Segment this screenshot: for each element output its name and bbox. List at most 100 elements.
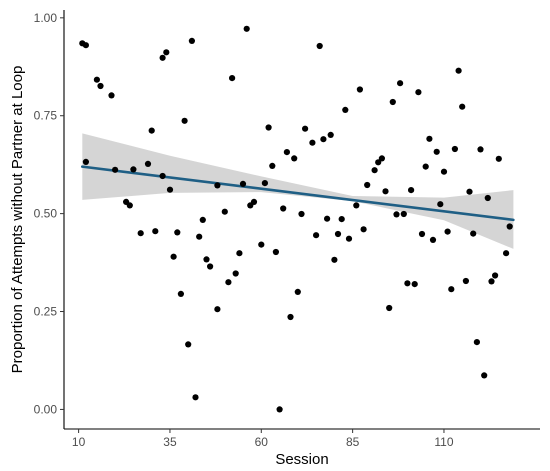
data-point [225, 279, 232, 286]
tick-labels-layer: 10 35 60 85 110 0.00 0.25 0.50 0.75 1.00 [34, 11, 454, 449]
data-point [130, 166, 137, 173]
data-point [229, 75, 236, 82]
data-point [320, 136, 327, 143]
data-point [466, 188, 473, 195]
data-point [93, 76, 100, 83]
data-point [236, 250, 243, 257]
data-point [353, 202, 360, 209]
y-tick-label: 0.75 [34, 109, 58, 123]
data-point [108, 92, 115, 99]
data-point [437, 201, 444, 208]
data-point [294, 288, 301, 295]
data-point [338, 216, 345, 223]
data-point [415, 89, 422, 96]
data-point [214, 306, 221, 313]
data-point [272, 248, 279, 256]
data-point [196, 233, 203, 240]
data-point [345, 235, 353, 242]
data-point [276, 406, 283, 413]
data-point [473, 339, 480, 346]
data-point [258, 241, 265, 248]
data-point [429, 236, 437, 243]
data-point [393, 211, 400, 218]
data-point [137, 230, 144, 237]
data-point [455, 67, 462, 74]
data-point [203, 256, 210, 263]
data-point [408, 187, 415, 194]
y-tick-label: 0.50 [34, 207, 58, 221]
data-point [448, 286, 455, 293]
x-tick-label: 85 [346, 435, 360, 449]
data-point [298, 210, 305, 218]
data-point [221, 208, 228, 215]
data-point [214, 182, 221, 189]
data-point [126, 202, 133, 209]
data-point [82, 158, 89, 165]
data-point [382, 188, 389, 195]
data-point [181, 117, 188, 124]
data-point [411, 281, 418, 288]
data-point [451, 145, 458, 153]
data-point [371, 167, 378, 174]
data-point [82, 42, 89, 49]
data-point [159, 54, 166, 61]
data-point [492, 272, 499, 279]
axes-layer [63, 10, 540, 430]
data-point [291, 155, 298, 162]
data-point [148, 127, 155, 134]
data-point [484, 194, 491, 202]
data-point [433, 148, 440, 155]
y-tick-label: 0.25 [34, 305, 58, 319]
data-point [152, 228, 159, 235]
data-point [243, 25, 250, 32]
data-point [477, 146, 484, 153]
data-point [331, 256, 338, 263]
data-point [232, 270, 239, 277]
y-tick-label: 0.00 [34, 402, 58, 416]
data-point [324, 215, 331, 222]
data-point [316, 42, 323, 50]
data-point [389, 98, 396, 106]
data-point [444, 228, 451, 235]
y-tick-label: 1.00 [34, 11, 58, 25]
data-point [386, 304, 393, 312]
data-point [342, 106, 349, 113]
data-point [503, 250, 510, 257]
trend-line [80, 165, 515, 222]
data-point [440, 168, 448, 175]
x-axis-title: Session [275, 451, 328, 468]
data-point [283, 149, 290, 156]
data-point [185, 341, 192, 348]
data-point [378, 155, 385, 162]
data-point [488, 278, 495, 285]
data-point [356, 86, 363, 93]
data-point [404, 280, 411, 287]
x-tick-label: 35 [163, 435, 177, 449]
confidence-band [82, 133, 514, 249]
confidence-band-layer [82, 133, 514, 249]
data-point [495, 155, 502, 162]
data-point [163, 49, 170, 56]
data-point [302, 125, 309, 132]
data-point [265, 124, 272, 131]
data-point [400, 210, 407, 218]
trend-line-layer [80, 165, 515, 222]
data-point [144, 160, 152, 167]
data-point [250, 198, 258, 205]
y-axis-title: Proportion of Attempts without Partner a… [9, 66, 26, 374]
data-point [375, 159, 382, 166]
data-point [506, 223, 513, 230]
data-point [309, 139, 316, 146]
data-point [159, 172, 166, 180]
data-points-layer [79, 25, 513, 413]
data-point [177, 290, 184, 297]
data-point [334, 230, 342, 238]
data-point [261, 180, 268, 187]
data-point [207, 263, 214, 270]
data-point [481, 372, 488, 379]
data-point [426, 135, 433, 142]
data-point [170, 253, 177, 260]
data-point [397, 80, 404, 87]
data-point [360, 226, 367, 233]
